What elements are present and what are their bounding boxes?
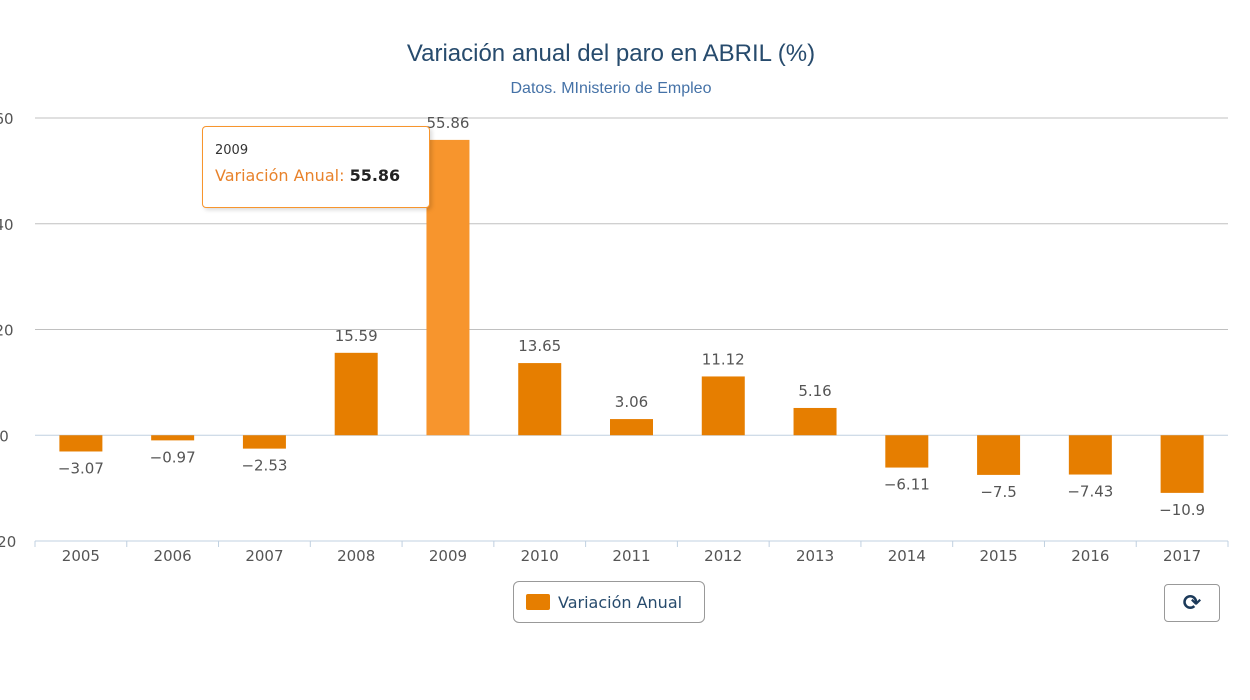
legend-label: Variación Anual [558,592,683,612]
data-label: 55.86 [426,114,469,132]
x-tick-label: 2014 [888,547,926,565]
legend-swatch [526,594,550,610]
bar-2006 [151,435,195,441]
bar-2005 [59,435,103,452]
y-tick-label: 60 [0,110,14,128]
y-tick-label: -20 [0,533,16,551]
bar-2007 [242,435,286,449]
y-tick-label: 40 [0,216,14,234]
bar-2011 [610,419,653,436]
data-label: −3.07 [58,459,104,477]
bar-2017 [1160,435,1204,493]
chart-title: Variación anual del paro en ABRIL (%) [406,40,816,67]
x-tick-label: 2016 [1071,547,1109,565]
x-tick-label: 2006 [154,547,192,565]
y-tick-label: 0 [0,427,9,445]
data-label: 3.06 [615,393,648,411]
bar-2016 [1068,435,1112,475]
x-tick-label: 2008 [337,547,375,565]
data-label: −6.11 [884,476,930,494]
bar-2009 [426,139,470,436]
legend-item-variacion-anual[interactable]: Variación Anual [513,581,705,623]
bar-2012 [701,376,745,436]
bar-2014 [885,435,929,468]
data-label: 5.16 [798,382,831,400]
x-tick-label: 2017 [1163,547,1201,565]
data-label: 13.65 [518,337,561,355]
x-tick-label: 2005 [62,547,100,565]
x-tick-label: 2015 [979,547,1017,565]
data-label: −7.43 [1067,483,1113,501]
data-label: 11.12 [702,350,745,368]
bar-2010 [518,363,562,436]
x-tick-label: 2011 [612,547,650,565]
bar-2013 [793,407,837,436]
data-label: 15.59 [335,327,378,345]
data-label: −7.5 [980,483,1016,501]
x-tick-label: 2007 [245,547,283,565]
tooltip: 2009 Variación Anual: 55.86 [202,126,430,208]
x-tick-label: 2009 [429,547,467,565]
chart-subtitle: Datos. MInisterio de Empleo [510,80,712,97]
x-tick-label: 2012 [704,547,742,565]
tooltip-category: 2009 [215,143,249,158]
data-label: −2.53 [241,457,287,475]
tooltip-value: 55.86 [349,166,401,185]
bar-2008 [334,352,378,436]
y-tick-label: 20 [0,322,14,340]
refresh-icon: ⟳ [1182,590,1202,616]
data-label: −0.97 [150,448,196,466]
refresh-button[interactable]: ⟳ [1164,584,1220,622]
x-tick-label: 2013 [796,547,834,565]
x-tick-label: 2010 [521,547,559,565]
tooltip-series-label: Variación Anual: [215,166,345,185]
bar-2015 [977,435,1021,475]
data-label: −10.9 [1159,501,1205,519]
